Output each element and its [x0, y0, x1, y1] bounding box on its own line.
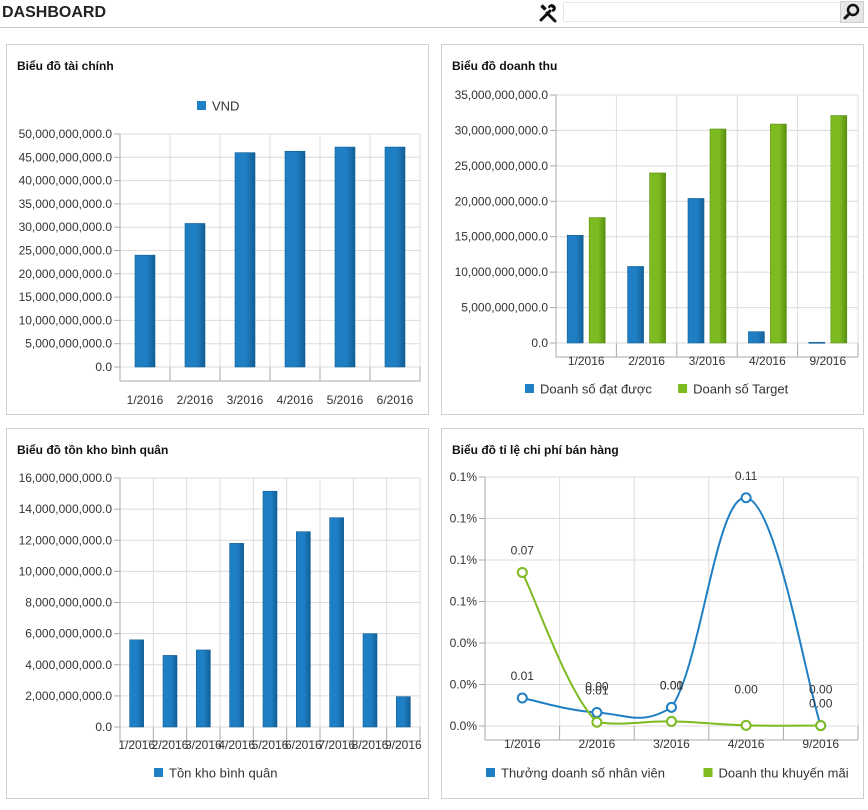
revenue-panel: Biểu đồ doanh thu [441, 44, 864, 415]
finance-panel: Biểu đồ tài chính [6, 44, 429, 415]
search-button[interactable] [840, 1, 864, 23]
cost-panel-title: Biểu đồ tỉ lệ chi phí bán hàng [452, 443, 619, 457]
page-title: DASHBOARD [2, 4, 106, 21]
revenue-panel-title: Biểu đồ doanh thu [452, 59, 558, 73]
tools-icon[interactable] [537, 1, 561, 23]
search-input[interactable] [563, 2, 845, 22]
cost-panel: Biểu đồ tỉ lệ chi phí bán hàng [441, 428, 864, 799]
inventory-panel-title: Biểu đồ tồn kho bình quân [17, 443, 169, 457]
finance-panel-title: Biểu đồ tài chính [17, 59, 114, 73]
search-icon [843, 3, 860, 20]
inventory-panel: Biểu đồ tồn kho bình quân [6, 428, 429, 799]
top-bar: DASHBOARD [0, 0, 868, 28]
